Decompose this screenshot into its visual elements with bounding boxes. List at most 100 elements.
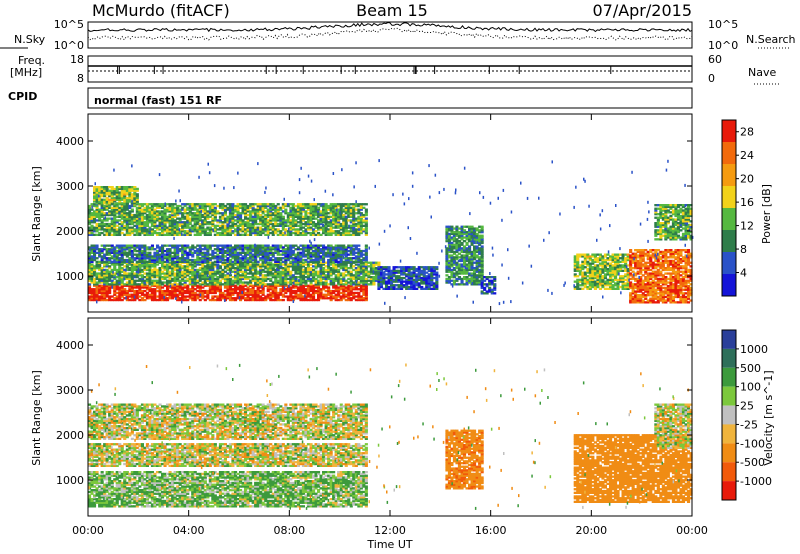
- power-cell: [314, 263, 318, 266]
- freq-left-label-1: Freq.: [18, 54, 45, 67]
- power-cell: [286, 268, 290, 272]
- power-cell: [231, 284, 235, 287]
- power-cell: [115, 219, 119, 222]
- power-cell: [281, 279, 285, 282]
- power-cell: [236, 253, 240, 256]
- power-cell: [226, 258, 230, 262]
- power-cell: [95, 244, 99, 247]
- power-cell: [181, 258, 185, 262]
- power-cell: [128, 284, 132, 287]
- power-cell: [201, 270, 205, 273]
- power-cell: [206, 248, 210, 251]
- power-cell: [95, 288, 99, 291]
- power-cell: [281, 276, 285, 279]
- power-cell: [234, 268, 238, 272]
- power-cell: [143, 265, 147, 268]
- power-cell: [198, 272, 202, 275]
- power-cell: [90, 203, 94, 206]
- power-cell: [354, 272, 358, 275]
- power-cell: [299, 263, 303, 266]
- power-cell: [163, 255, 167, 258]
- power-cell: [95, 291, 99, 295]
- power-cell: [150, 265, 154, 268]
- power-cell: [349, 297, 353, 300]
- power-cell: [231, 291, 235, 295]
- power-cell: [296, 268, 300, 272]
- power-cell: [234, 244, 238, 247]
- power-cell: [334, 255, 338, 258]
- power-cell: [327, 251, 331, 254]
- power-cell: [317, 298, 321, 302]
- power-cell: [218, 274, 222, 277]
- power-cell: [140, 255, 144, 258]
- power-cell: [274, 289, 278, 293]
- power-cell: [216, 295, 220, 298]
- power-cell: [143, 268, 147, 272]
- power-cell: [120, 283, 124, 286]
- power-cell: [289, 283, 293, 286]
- power-cell: [216, 253, 220, 256]
- power-cell: [342, 265, 346, 268]
- power-cell: [301, 289, 305, 293]
- freq-right-tick-bottom: 0: [708, 72, 715, 85]
- power-cell: [261, 276, 265, 279]
- power-cell: [274, 249, 278, 253]
- power-cell: [176, 286, 180, 289]
- power-cell: [168, 279, 172, 282]
- power-cell: [286, 258, 290, 262]
- power-cell: [367, 265, 371, 268]
- power-cell: [108, 248, 112, 251]
- power-cell: [354, 268, 358, 272]
- power-cell: [98, 289, 102, 293]
- power-cell: [234, 286, 238, 289]
- power-cell: [108, 257, 112, 260]
- power-cell: [173, 255, 177, 258]
- power-cell: [120, 249, 124, 253]
- power-cell: [362, 293, 366, 296]
- power-cell: [256, 289, 260, 293]
- power-cell: [337, 255, 341, 258]
- power-cell: [218, 295, 222, 298]
- power-cell: [312, 244, 316, 247]
- power-cell: [206, 270, 210, 273]
- power-cell: [128, 281, 132, 284]
- power-cell: [206, 272, 210, 275]
- power-cell: [196, 297, 200, 300]
- power-cell: [274, 265, 278, 268]
- power-cell: [244, 272, 248, 275]
- power-cell: [218, 283, 222, 286]
- power-cell: [266, 257, 270, 260]
- power-cell: [314, 260, 318, 263]
- power-cell: [294, 286, 298, 289]
- power-cell: [206, 246, 210, 249]
- power-cell: [138, 298, 142, 302]
- power-cell: [133, 286, 137, 289]
- power-cell: [135, 295, 139, 298]
- power-cell: [130, 279, 134, 282]
- power-cell: [314, 283, 318, 286]
- power-cell: [138, 267, 142, 270]
- power-cell: [274, 248, 278, 251]
- power-cell: [171, 288, 175, 291]
- power-cell: [266, 283, 270, 286]
- power-cell: [100, 244, 104, 247]
- power-cell: [105, 286, 109, 289]
- power-cell: [93, 244, 97, 247]
- power-cell: [354, 277, 358, 281]
- power-cell: [183, 279, 187, 282]
- power-cell: [156, 274, 160, 277]
- power-cell: [241, 288, 245, 291]
- power-cell: [135, 224, 139, 227]
- power-cell: [120, 258, 124, 262]
- power-cell: [218, 257, 222, 260]
- power-cell: [120, 217, 124, 220]
- power-cell: [226, 291, 230, 295]
- power-cell: [231, 260, 235, 263]
- power-cell: [271, 263, 275, 266]
- power-cell: [191, 288, 195, 291]
- power-cell: [239, 268, 243, 272]
- power-cell: [249, 257, 253, 260]
- power-cell: [286, 270, 290, 273]
- power-cell: [329, 248, 333, 251]
- power-cell: [178, 276, 182, 279]
